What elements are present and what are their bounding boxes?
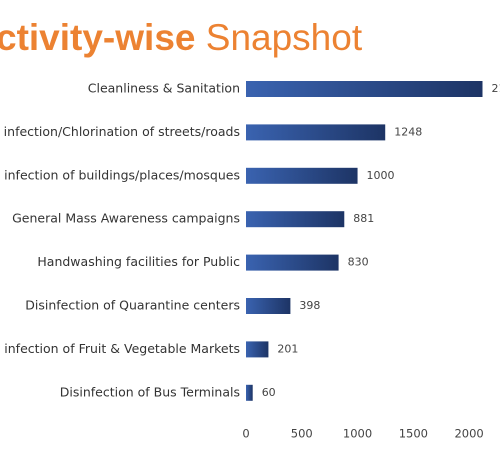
bar (246, 81, 483, 97)
x-tick-label: 0 (242, 427, 249, 441)
value-label: 201 (277, 342, 298, 355)
value-label: 830 (348, 256, 369, 269)
category-label: infection of Fruit & Vegetable Markets (4, 341, 240, 356)
value-label: 60 (262, 386, 276, 399)
chart-title: ctivity-wise Snapshot (0, 17, 363, 58)
category-label: Disinfection of Quarantine centers (25, 298, 240, 313)
bar (246, 298, 291, 314)
category-label: Cleanliness & Sanitation (88, 81, 240, 96)
value-label: 398 (299, 299, 320, 312)
value-label: 1000 (367, 169, 395, 182)
bar (246, 211, 345, 228)
category-label: Disinfection of Bus Terminals (60, 384, 240, 399)
category-label: infection of buildings/places/mosques (4, 167, 240, 182)
bar (246, 384, 253, 401)
bar (246, 124, 386, 141)
bar (246, 167, 358, 184)
category-label: infection/Chlorination of streets/roads (4, 124, 240, 139)
title-bold: ctivity-wise (0, 17, 195, 58)
value-label: 881 (353, 212, 374, 225)
x-tick-label: 1500 (399, 427, 428, 441)
category-label: Handwashing facilities for Public (37, 254, 240, 269)
bar (246, 254, 339, 271)
x-tick-label: 2000 (454, 427, 483, 441)
x-tick-label: 1000 (343, 427, 372, 441)
value-label: 1248 (394, 125, 422, 138)
category-label: General Mass Awareness campaigns (12, 211, 240, 226)
x-tick-label: 500 (291, 427, 313, 441)
bar (246, 341, 269, 358)
value-label: 2120 (491, 82, 500, 95)
title-regular: Snapshot (206, 17, 363, 58)
